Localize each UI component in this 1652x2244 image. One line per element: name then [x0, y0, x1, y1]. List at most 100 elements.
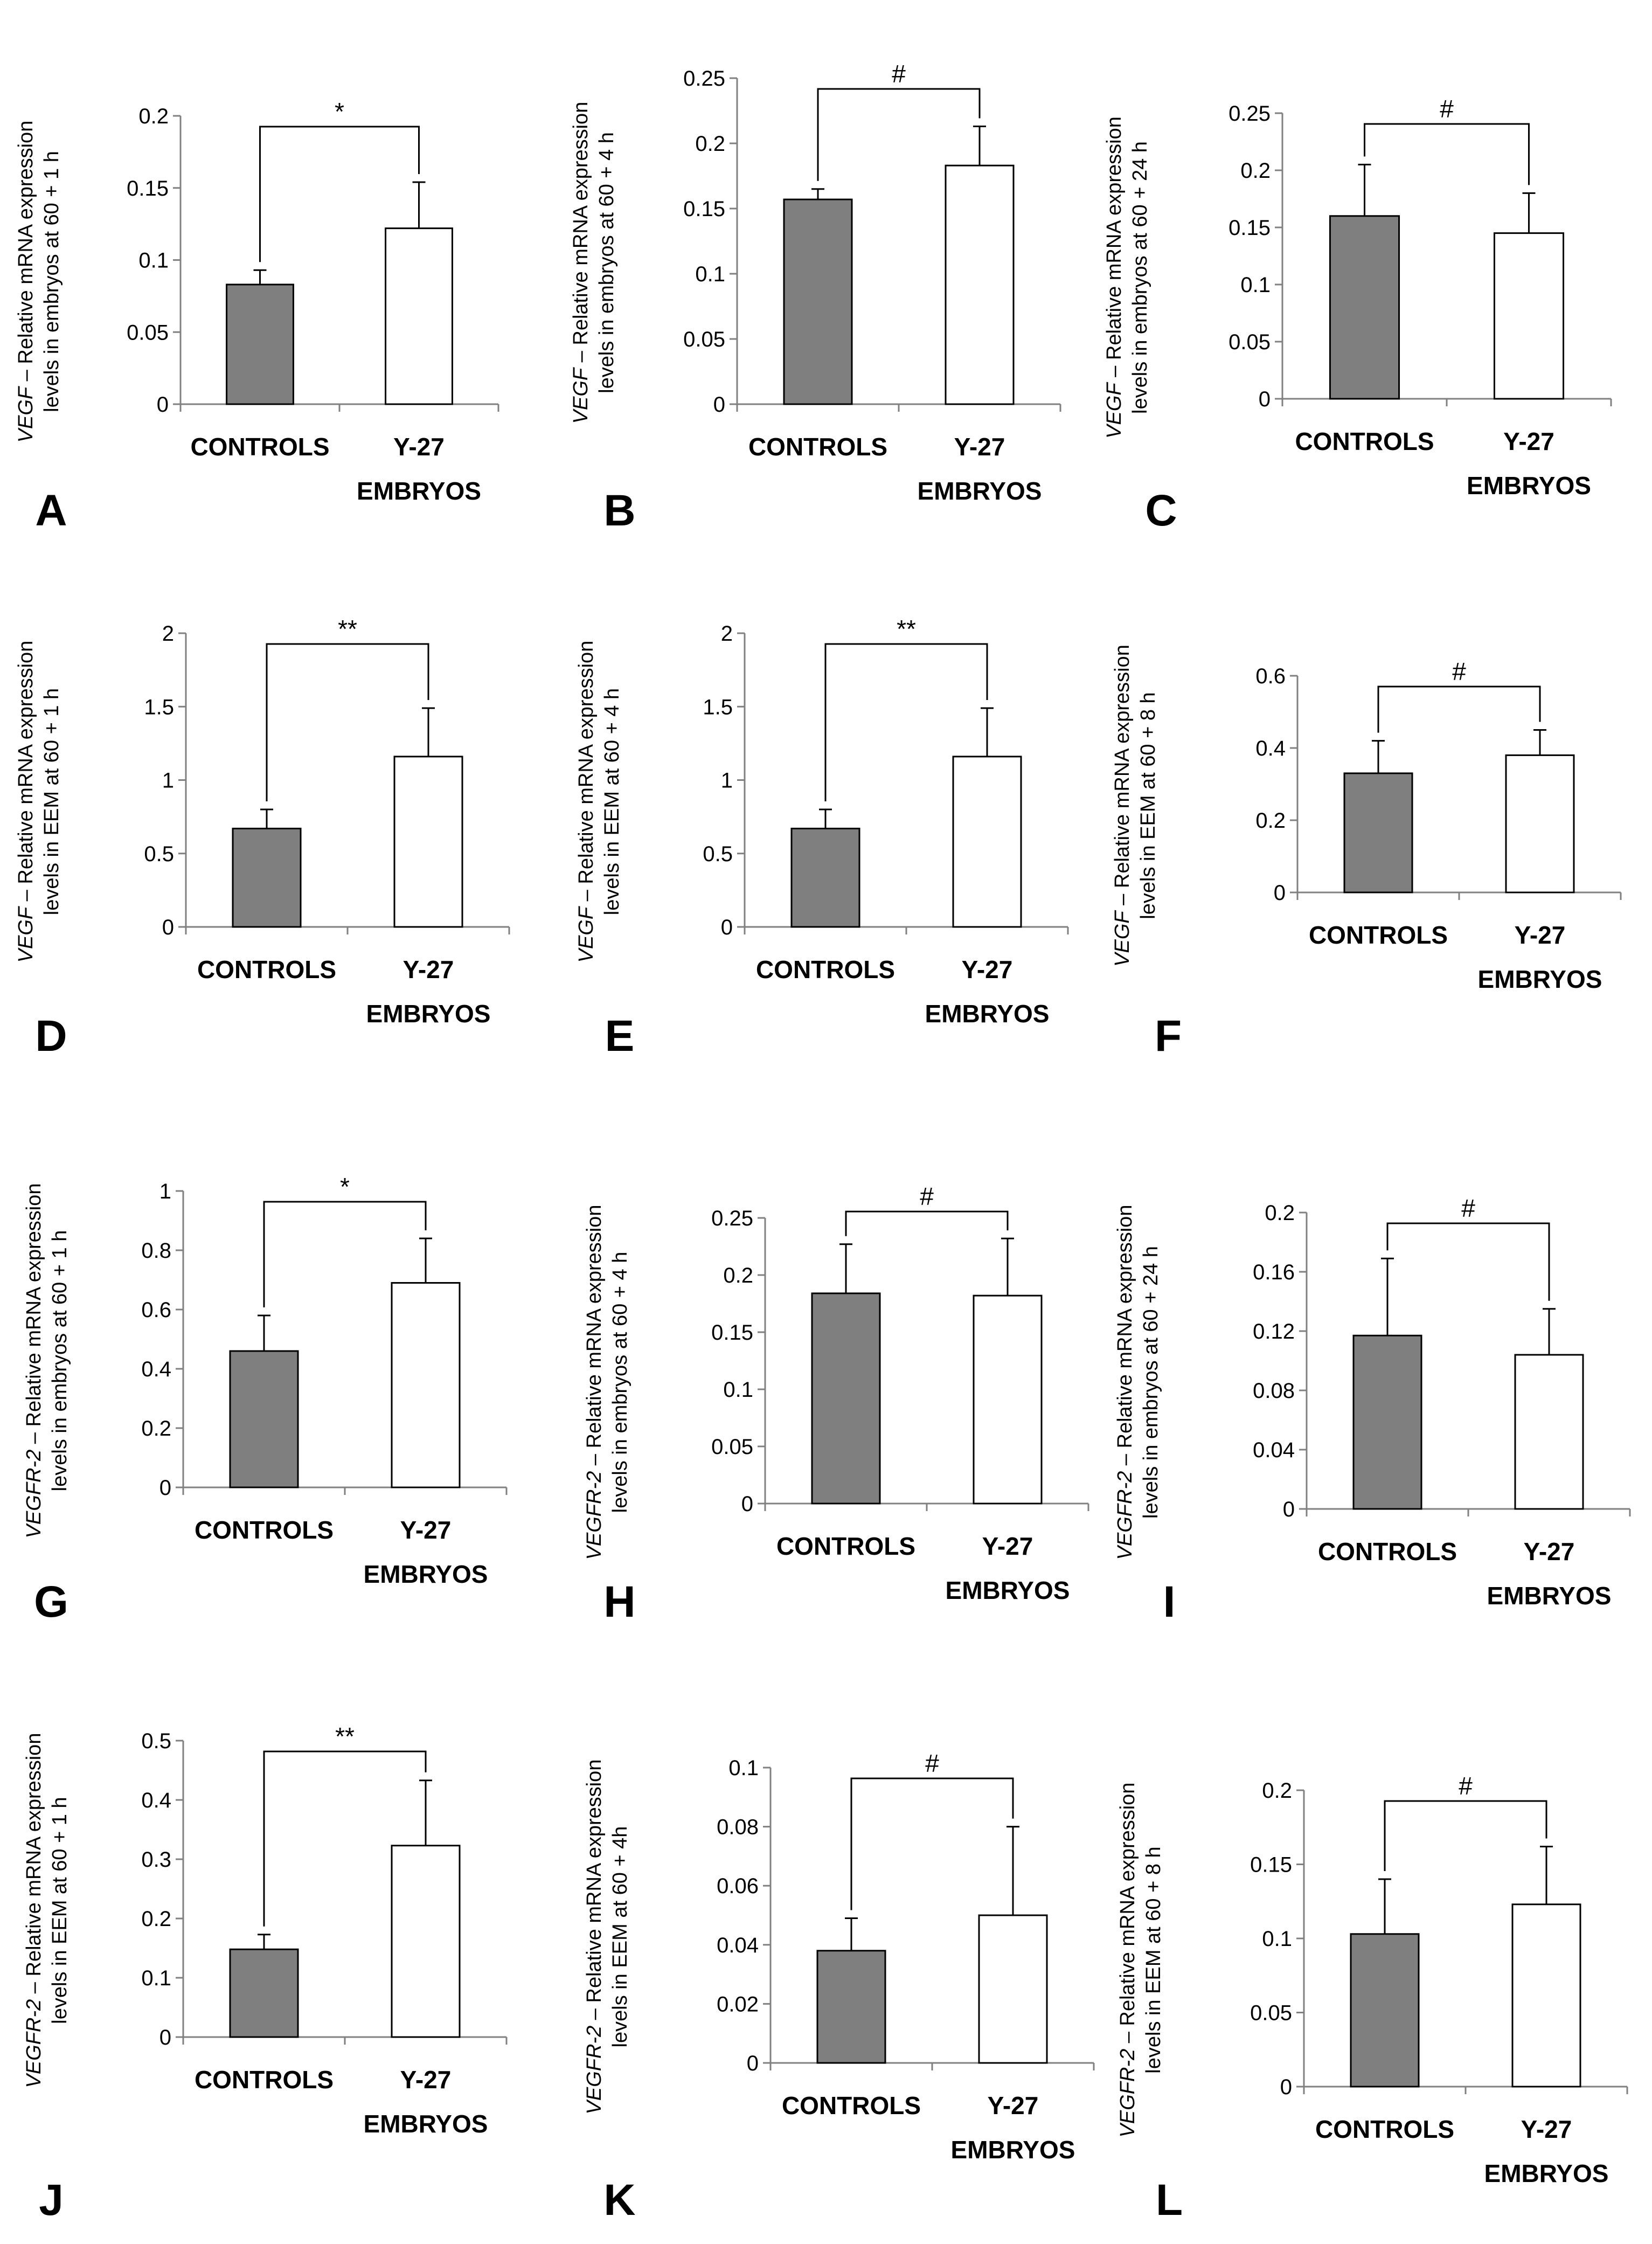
significance-marker: # [925, 1749, 939, 1777]
y-tick-label: 0.1 [695, 262, 725, 286]
y-axis-label: VEGF – Relative mRNA expression levels in… [575, 641, 623, 963]
y-tick-label: 1.5 [144, 695, 174, 719]
panel-f: 0 0.2 0.4 0.6 # CONTROLS Y-27 EMBRYOS VEGF – Rel… [1111, 645, 1622, 1061]
significance-bracket [817, 88, 981, 181]
significance-marker: ** [897, 615, 916, 643]
y-tick-label: 0.1 [728, 1756, 759, 1780]
y-tick-label: 0.5 [141, 1729, 171, 1753]
y-tick-label: 0.15 [683, 197, 725, 221]
y-axis-label: VEGFR-2 – Relative mRNA expression levels… [583, 1760, 631, 2115]
category-label-controls: CONTROLS [782, 2091, 921, 2120]
significance-bracket [1377, 685, 1541, 733]
y-tick-label: 0.15 [1250, 1853, 1292, 1877]
panel-l: 0 0.05 0.1 0.15 0.2 # CONTROLS Y-27 EMBRYOS VEGFR… [1116, 1772, 1628, 2225]
panel-b: 0 0.05 0.1 0.15 0.2 0.25 # CONTROLS Y-27 EMBRYOS V… [570, 60, 1061, 535]
category-label-controls: CONTROLS [1309, 921, 1448, 949]
significance-marker: # [1440, 95, 1454, 123]
panel-j: 0 0.1 0.2 0.3 0.4 0.5 ** CONTROLS Y-27 EMBRYOS VEG… [23, 1722, 508, 2225]
y-tick-label: 1 [721, 769, 733, 793]
y-tick-label: 0.08 [717, 1816, 759, 1839]
y-tick-label: 0.05 [711, 1435, 753, 1459]
y-tick-label: 0.15 [1228, 216, 1271, 240]
panel-letter: F [1155, 1012, 1182, 1061]
y-tick-label: 0.05 [127, 321, 169, 344]
category-label-y27: Y-27 EMBRYOS [946, 1532, 1070, 1604]
y-axis-label: VEGFR-2 – Relative mRNA expression levels… [1116, 1783, 1165, 2138]
y-axis-label: VEGFR-2 – Relative mRNA expression levels… [23, 1183, 71, 1539]
y-tick-label: 0 [1280, 2075, 1292, 2099]
y-tick-label: 1.5 [703, 695, 733, 719]
bar-y27 [1514, 1354, 1584, 1510]
y-tick-label: 0.04 [717, 1934, 759, 1957]
significance-bracket [845, 1210, 1009, 1236]
category-label-controls: CONTROLS [1318, 1537, 1457, 1566]
y-tick-label: 0.2 [695, 132, 725, 156]
y-tick-label: 0.2 [141, 1417, 171, 1440]
category-label-controls: CONTROLS [195, 1516, 334, 1544]
bar-y27 [945, 164, 1015, 405]
y-tick-label: 0.15 [711, 1321, 753, 1345]
panel-letter: L [1156, 2176, 1183, 2225]
y-tick-label: 0.1 [1240, 273, 1271, 297]
y-axis-label: VEGF – Relative mRNA expression levels in… [1103, 116, 1151, 439]
y-tick-label: 0.3 [141, 1848, 171, 1872]
significance-marker: # [892, 60, 906, 88]
y-axis-label: VEGF – Relative mRNA expression levels in… [15, 121, 63, 443]
significance-bracket [263, 1750, 427, 1927]
bar-y27 [1493, 232, 1565, 400]
panel-letter: D [35, 1012, 67, 1061]
panel-letter: G [34, 1577, 68, 1626]
bar-controls [1329, 215, 1400, 400]
significance-marker: # [1459, 1772, 1473, 1800]
panel-c: 0 0.05 0.1 0.15 0.2 0.25 # CONTROLS Y-27 EMBRYOS V… [1103, 95, 1612, 535]
category-label-y27: Y-27 EMBRYOS [1478, 921, 1602, 993]
bar-controls [226, 283, 294, 405]
panel-e: 0 0.5 1 1.5 2 ** CONTROLS Y-27 EMBRYOS VEGF – Rel… [575, 615, 1069, 1061]
category-label-controls: CONTROLS [748, 433, 887, 461]
y-tick-label: 2 [721, 622, 733, 646]
bar-y27 [391, 1282, 461, 1488]
y-tick-label: 0.2 [1240, 159, 1271, 183]
y-tick-label: 0 [1274, 881, 1286, 905]
significance-bracket [850, 1777, 1014, 1910]
y-tick-label: 0.6 [141, 1298, 171, 1322]
y-tick-label: 0.5 [144, 842, 174, 866]
category-label-controls: CONTROLS [195, 2066, 334, 2094]
bar-controls [1350, 1933, 1420, 2088]
panel-letter: E [605, 1012, 635, 1061]
bar-y27 [1511, 1903, 1581, 2088]
bar-controls [816, 1950, 886, 2064]
y-tick-label: 0.2 [1262, 1779, 1292, 1803]
y-tick-label: 0.4 [141, 1358, 171, 1381]
significance-marker: * [335, 98, 344, 126]
bar-y27 [973, 1294, 1043, 1505]
y-axis-label: VEGF – Relative mRNA expression levels in… [570, 102, 618, 424]
significance-marker: ** [335, 1722, 355, 1750]
panel-h: 0 0.05 0.1 0.15 0.2 0.25 # CONTROLS Y-27 EMBRYOS V… [583, 1182, 1089, 1626]
category-label-y27: Y-27 EMBRYOS [366, 955, 491, 1028]
y-tick-label: 0.05 [1250, 2001, 1292, 2025]
y-tick-label: 0.2 [138, 105, 169, 128]
significance-bracket [266, 643, 429, 801]
category-label-controls: CONTROLS [197, 955, 336, 984]
y-tick-label: 0.12 [1253, 1320, 1295, 1343]
panel-letter: I [1163, 1577, 1176, 1626]
bar-controls [232, 827, 302, 928]
y-tick-label: 0.6 [1255, 664, 1286, 688]
y-tick-label: 0 [721, 916, 733, 939]
y-tick-label: 0.05 [683, 328, 725, 351]
category-label-y27: Y-27 EMBRYOS [1487, 1537, 1612, 1610]
bar-y27 [393, 756, 463, 928]
panel-i: 0 0.04 0.08 0.12 0.16 0.2 # CONTROLS Y-27 EMBRYOS… [1114, 1194, 1631, 1626]
category-label-y27: Y-27 EMBRYOS [951, 2091, 1075, 2164]
bar-controls [783, 198, 853, 405]
y-axis-label: VEGF – Relative mRNA expression levels in… [1111, 645, 1160, 967]
panel-letter: J [39, 2176, 64, 2225]
bar-controls [811, 1292, 881, 1505]
category-label-y27: Y-27 EMBRYOS [357, 433, 481, 505]
category-label-controls: CONTROLS [190, 433, 329, 461]
y-tick-label: 0.1 [1262, 1927, 1292, 1951]
y-tick-label: 0.1 [141, 1966, 171, 1990]
significance-bracket [1386, 1222, 1550, 1301]
